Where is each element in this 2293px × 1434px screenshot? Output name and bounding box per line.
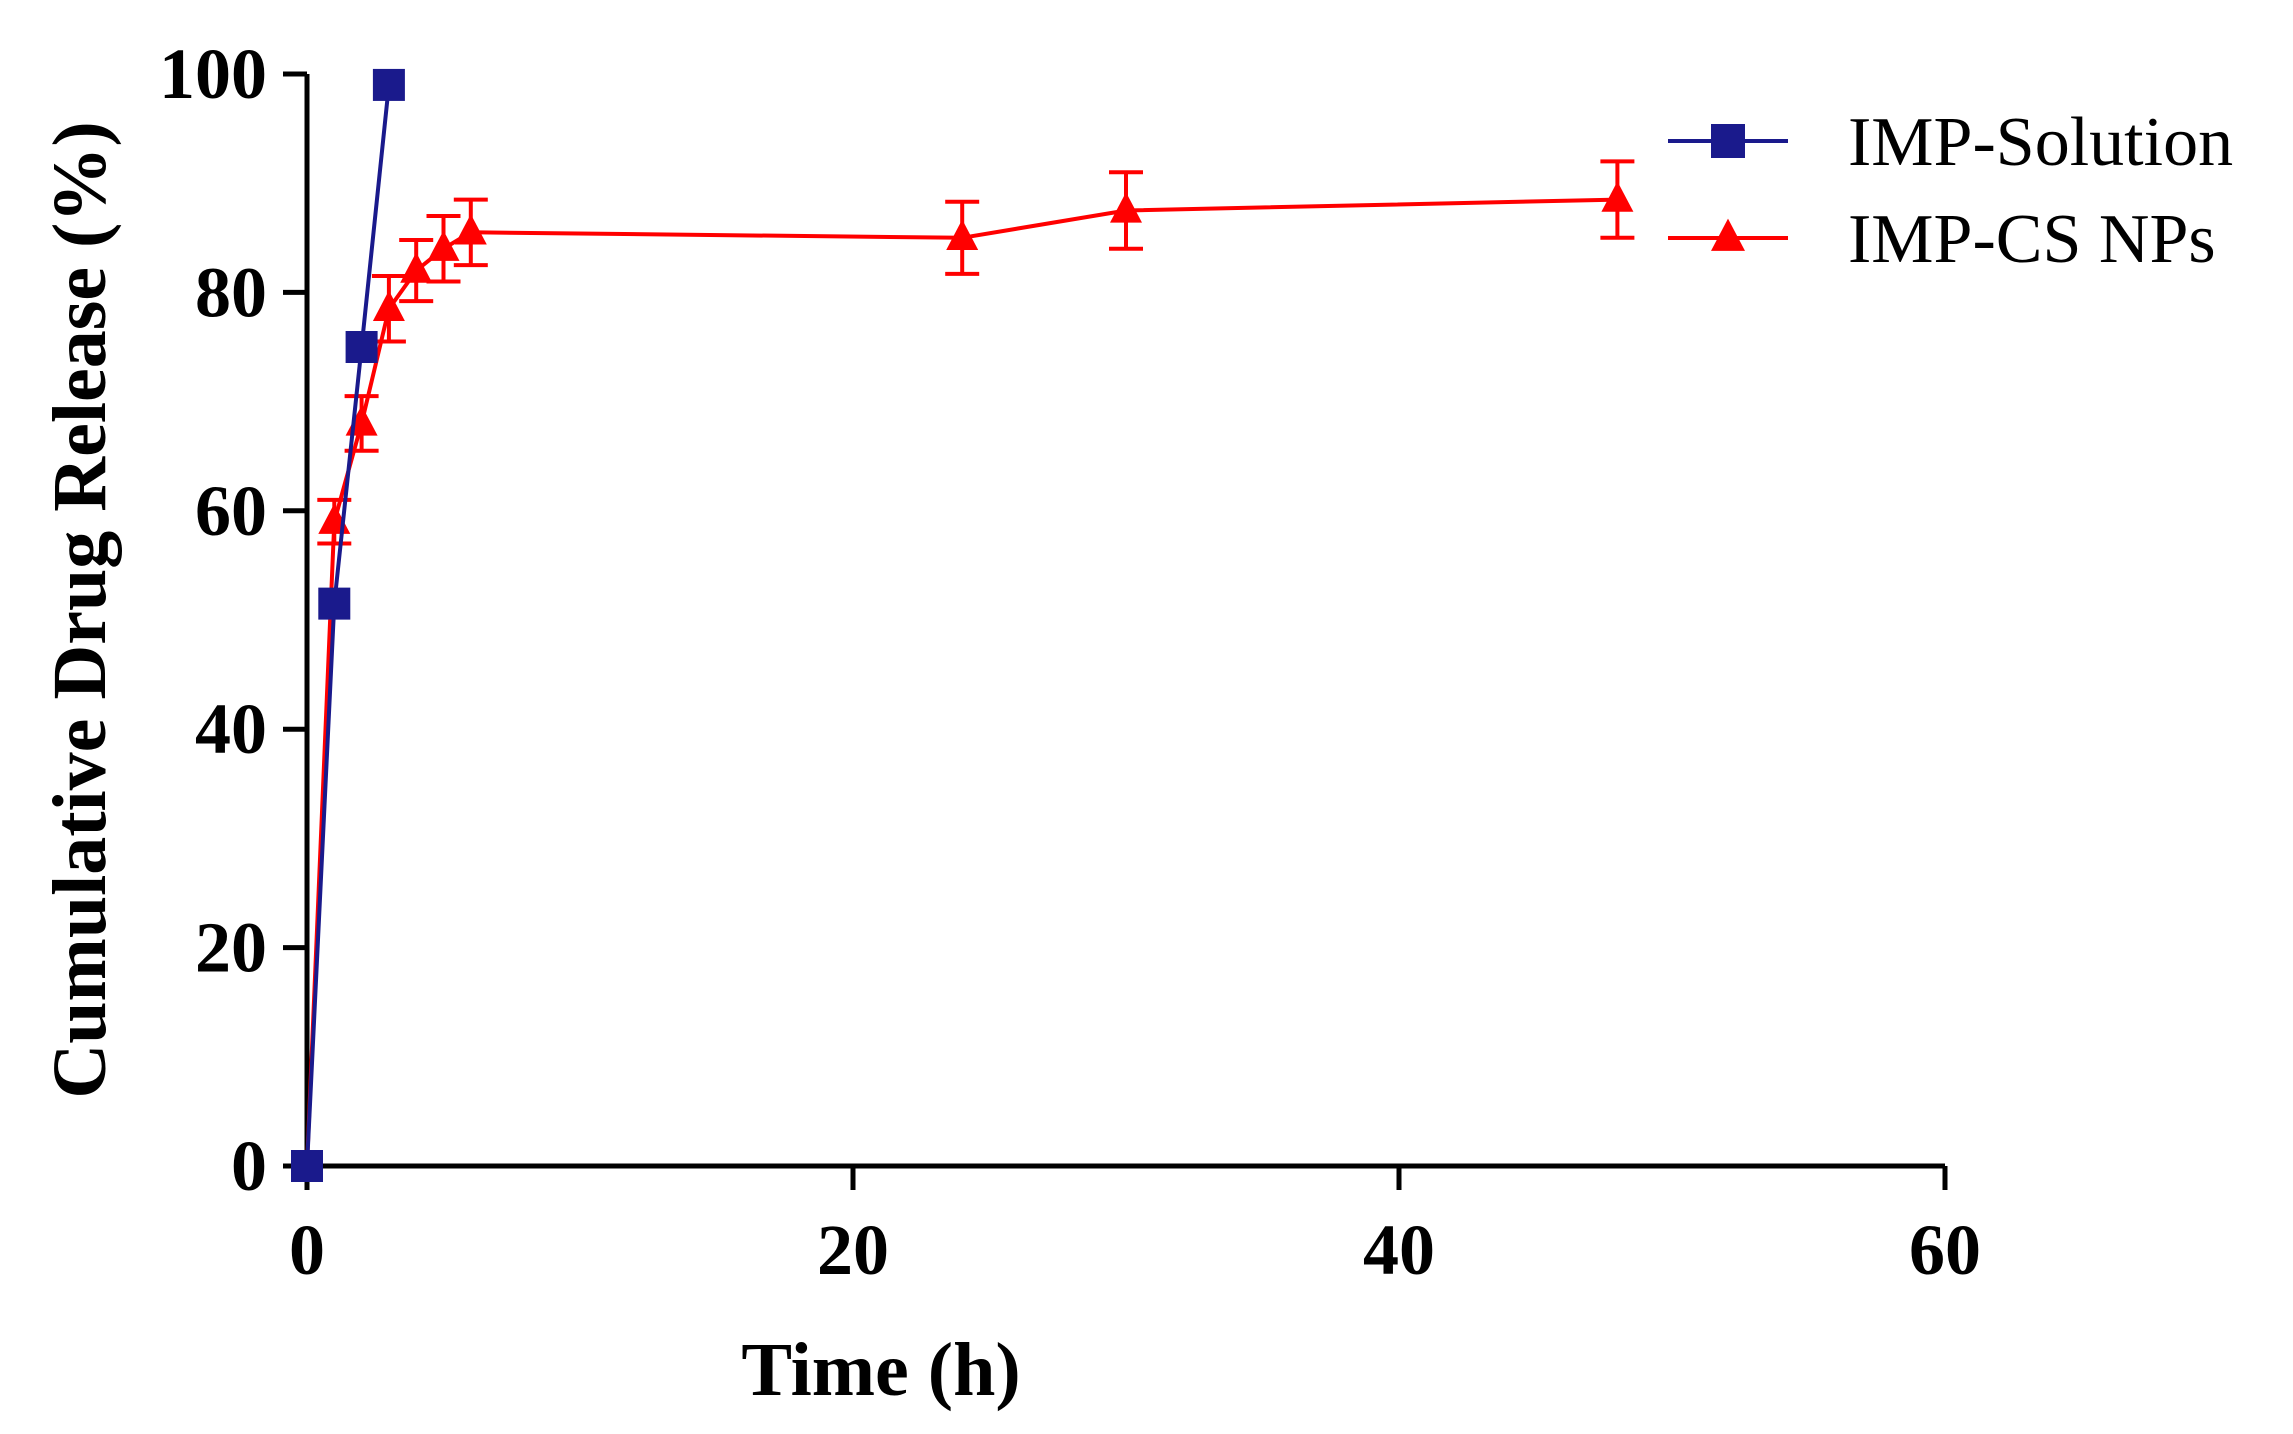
axes: 0 20 40 60 80 100 0 20 40 60 (159, 34, 1981, 1290)
x-tick-label: 0 (289, 1210, 325, 1290)
x-tick-label: 20 (817, 1210, 889, 1290)
y-axis-title: Cumulative Drug Release (%) (38, 121, 122, 1098)
series-line (305, 197, 1618, 1167)
series-layer (291, 68, 1635, 1182)
data-point (345, 405, 378, 436)
data-point (372, 68, 405, 101)
legend: IMP-Solution IMP-CS NPs (1668, 104, 2233, 278)
y-tick-label: 20 (195, 908, 267, 988)
series-1 (291, 68, 405, 1182)
x-tick-label: 40 (1363, 1210, 1435, 1290)
legend-label: IMP-Solution (1848, 104, 2233, 181)
data-point (345, 331, 378, 363)
legend-marker (1711, 218, 1745, 251)
data-point (400, 252, 433, 283)
data-point (427, 230, 460, 261)
legend-item: IMP-CS NPs (1668, 201, 2216, 278)
y-tick-label: 60 (195, 471, 267, 551)
legend-item: IMP-Solution (1668, 104, 2233, 181)
series-line (305, 84, 391, 1167)
data-point (946, 219, 979, 250)
legend-label: IMP-CS NPs (1848, 201, 2216, 278)
data-point (318, 587, 351, 620)
y-tick-label: 100 (159, 34, 267, 114)
data-point (1601, 181, 1634, 212)
data-point (291, 1150, 323, 1182)
series-2 (291, 159, 1635, 1179)
data-point (1110, 192, 1142, 223)
y-tick-label: 80 (195, 252, 267, 332)
y-tick-label: 0 (231, 1126, 267, 1206)
data-point (454, 214, 487, 245)
y-tick-label: 40 (195, 689, 267, 769)
legend-marker (1711, 124, 1745, 158)
x-axis-title: Time (h) (741, 1328, 1020, 1412)
data-point (372, 290, 405, 321)
x-tick-label: 60 (1909, 1210, 1981, 1290)
